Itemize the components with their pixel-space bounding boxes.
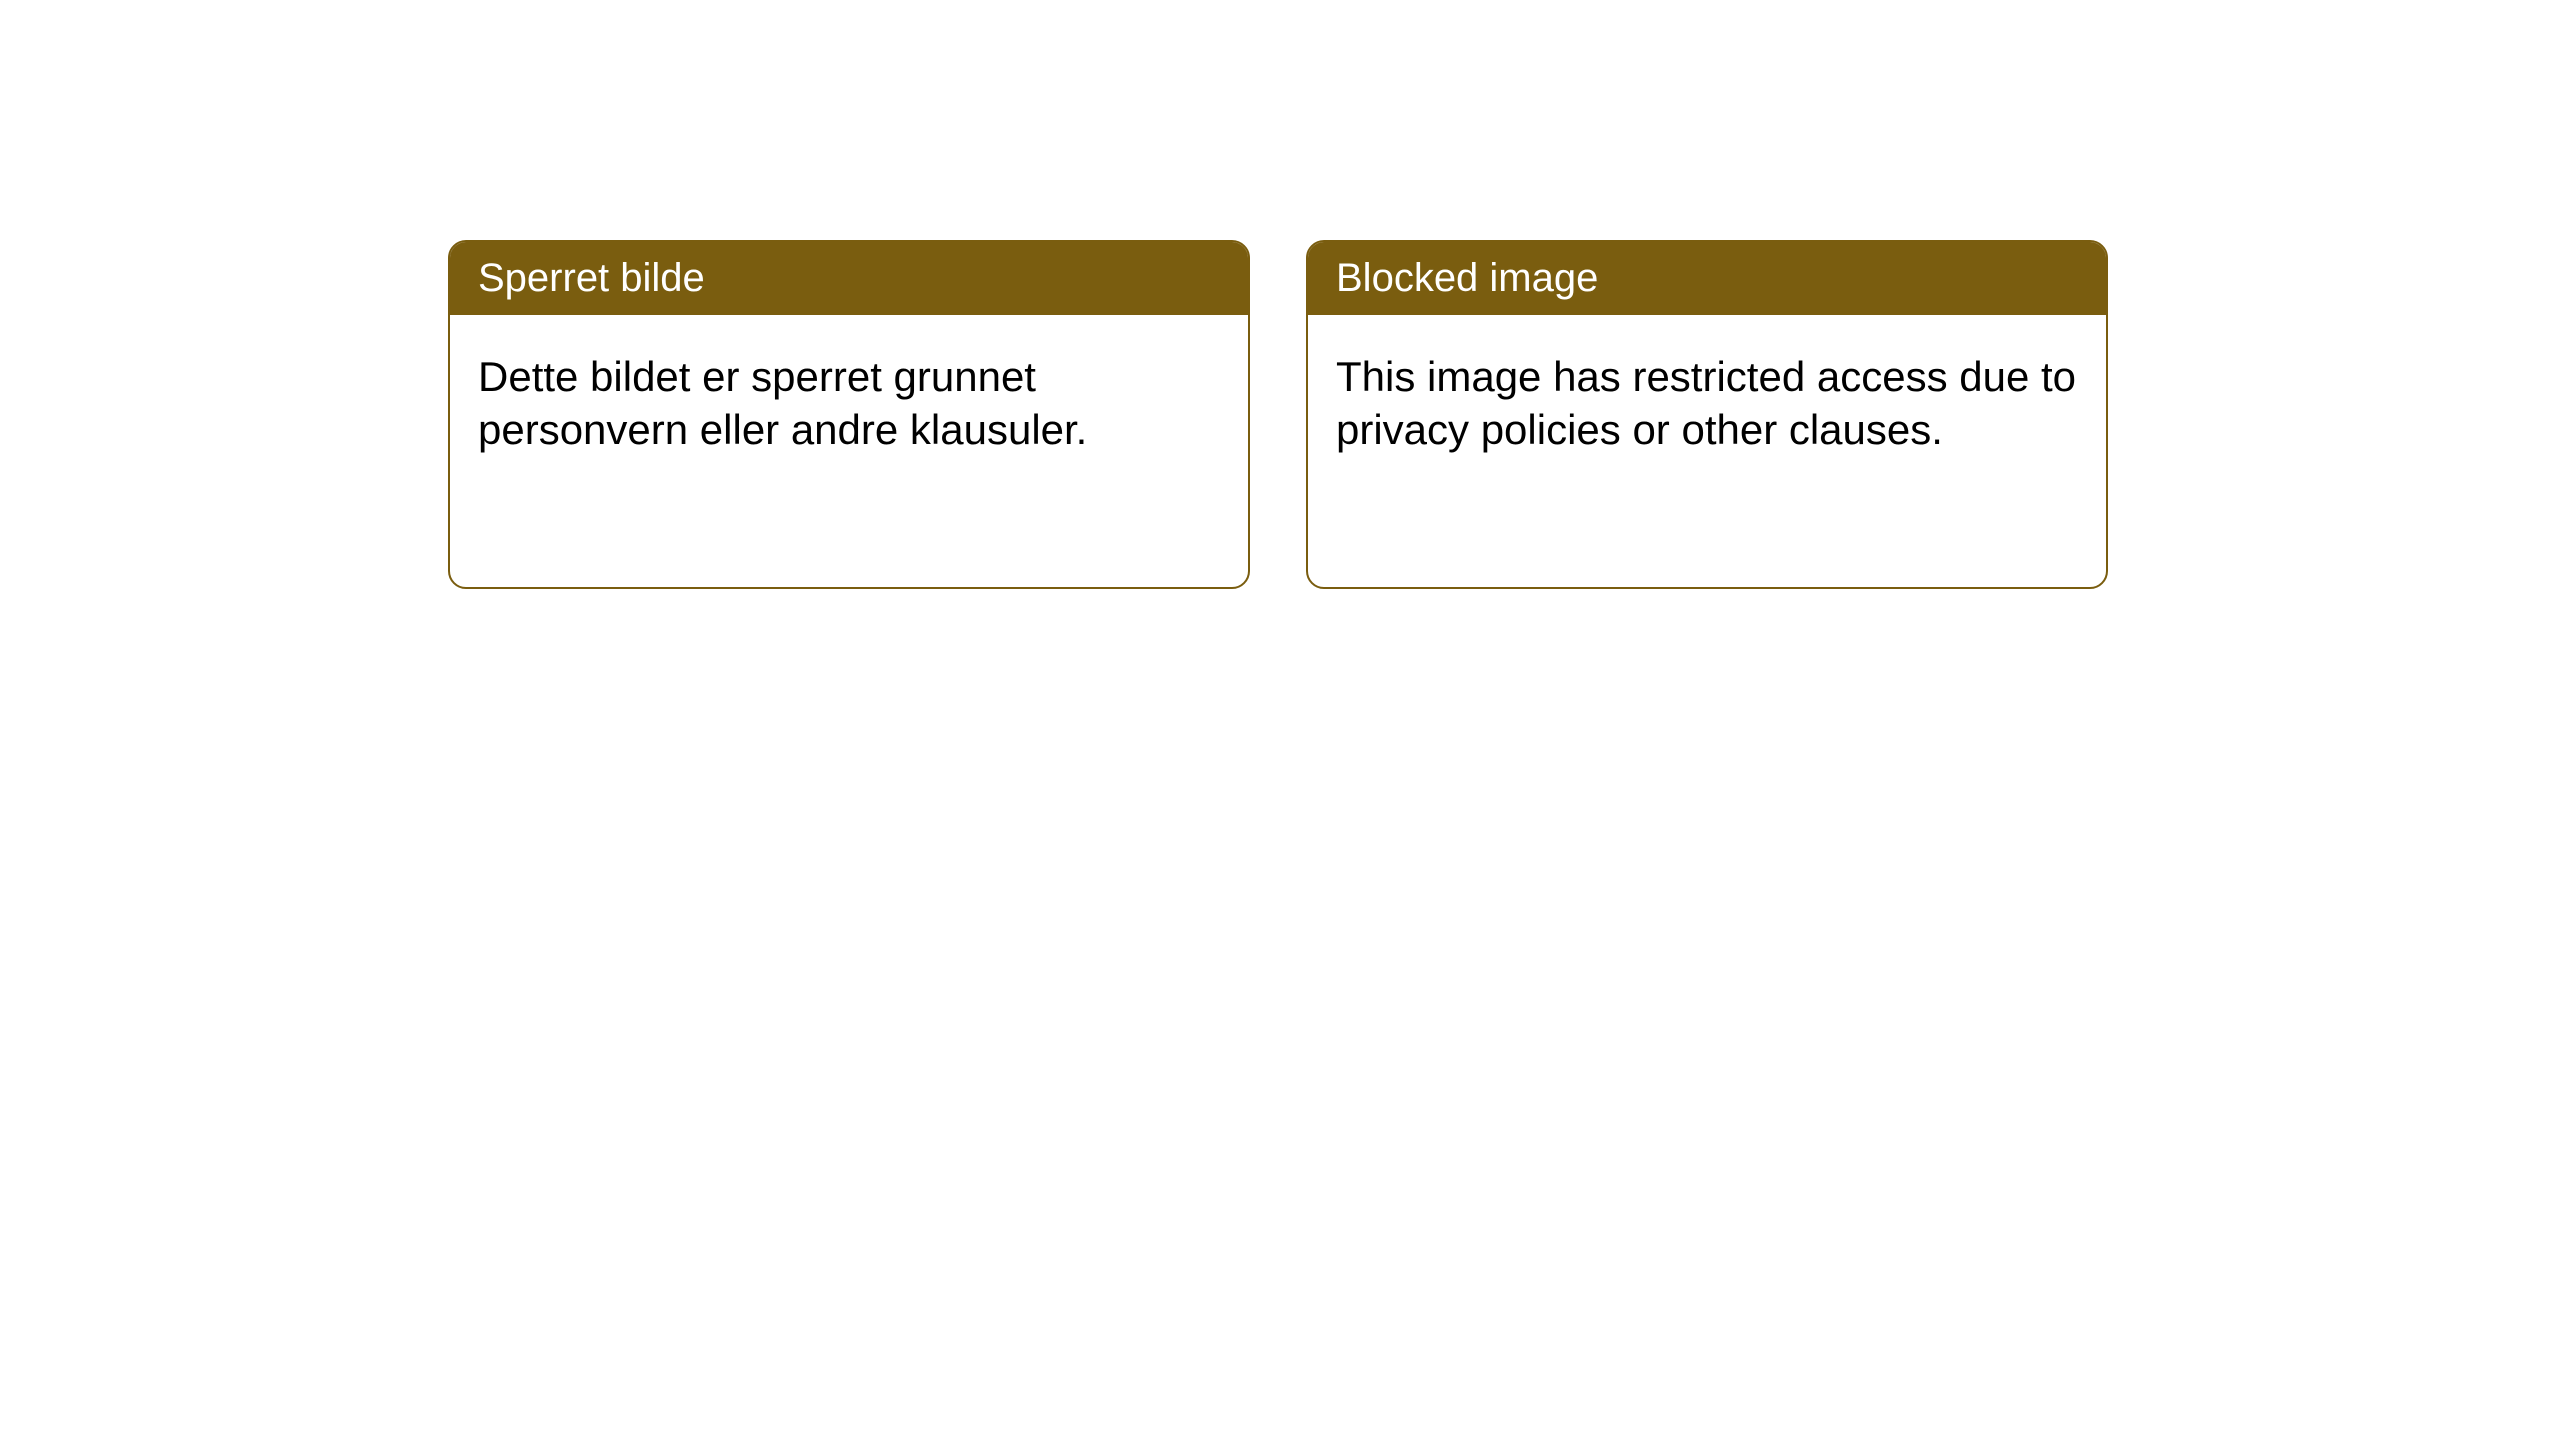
card-body: Dette bildet er sperret grunnet personve… <box>450 315 1248 587</box>
card-body-text: Dette bildet er sperret grunnet personve… <box>478 353 1087 453</box>
card-header: Sperret bilde <box>450 242 1248 315</box>
card-body: This image has restricted access due to … <box>1308 315 2106 587</box>
card-header: Blocked image <box>1308 242 2106 315</box>
notice-cards-container: Sperret bilde Dette bildet er sperret gr… <box>448 240 2108 589</box>
card-body-text: This image has restricted access due to … <box>1336 353 2076 453</box>
notice-card-english: Blocked image This image has restricted … <box>1306 240 2108 589</box>
card-title: Blocked image <box>1336 256 1598 300</box>
card-title: Sperret bilde <box>478 256 705 300</box>
notice-card-norwegian: Sperret bilde Dette bildet er sperret gr… <box>448 240 1250 589</box>
